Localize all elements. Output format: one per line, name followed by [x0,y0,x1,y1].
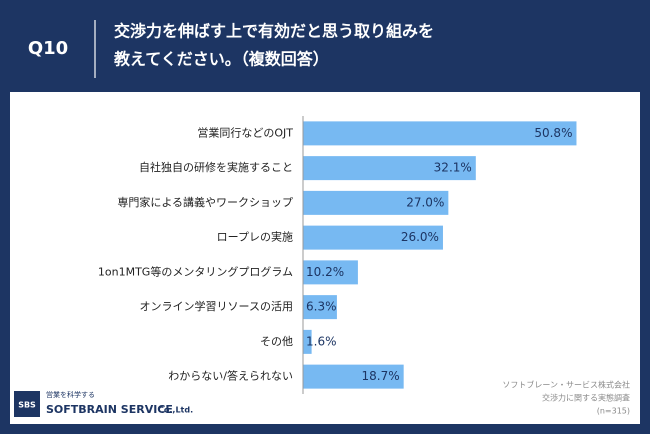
category-label: ロープレの実施 [217,230,293,244]
source-text: (n=315) [597,407,630,416]
category-label: 営業同行などのOJT [197,125,293,139]
value-label: 32.1% [434,161,472,175]
source-text: 交渉力に関する実態調査 [542,393,630,403]
value-label: 27.0% [406,195,444,209]
source-text: ソフトブレーン・サービス株式会社 [502,380,630,390]
category-label: その他 [260,335,293,348]
title-line: 交渉力を伸ばす上で有効だと思う取り組みを [114,22,434,41]
bar [303,260,358,285]
value-label: 6.3% [306,300,337,314]
value-label: 50.8% [534,126,572,140]
bar [303,295,337,320]
bar [303,364,404,389]
value-label: 10.2% [306,265,344,279]
logo-mark-text: SBS [18,401,36,410]
bar [303,121,577,146]
logo-name: SOFTBRAIN SERVICE [46,403,173,416]
category-label: 自社独自の研修を実施すること [139,160,293,174]
bar [303,156,476,181]
value-label: 1.6% [306,334,337,348]
category-label: 専門家による講義やワークショップ [117,195,293,209]
question-number: Q10 [28,38,68,59]
category-label: わからない/答えられない [168,369,293,383]
bar [303,225,443,250]
bar [303,190,449,215]
title-line: 教えてください。（複数回答） [114,50,329,69]
value-label: 18.7% [362,369,400,383]
logo-tagline: 営業を科学する [46,390,95,399]
value-label: 26.0% [401,230,439,244]
bar [303,329,312,354]
logo-mark [14,391,40,417]
logo-suffix: Co.,Ltd. [158,406,193,415]
category-label: オンライン学習リソースの活用 [140,299,293,313]
category-label: 1on1MTG等のメンタリングプログラム [98,264,293,278]
